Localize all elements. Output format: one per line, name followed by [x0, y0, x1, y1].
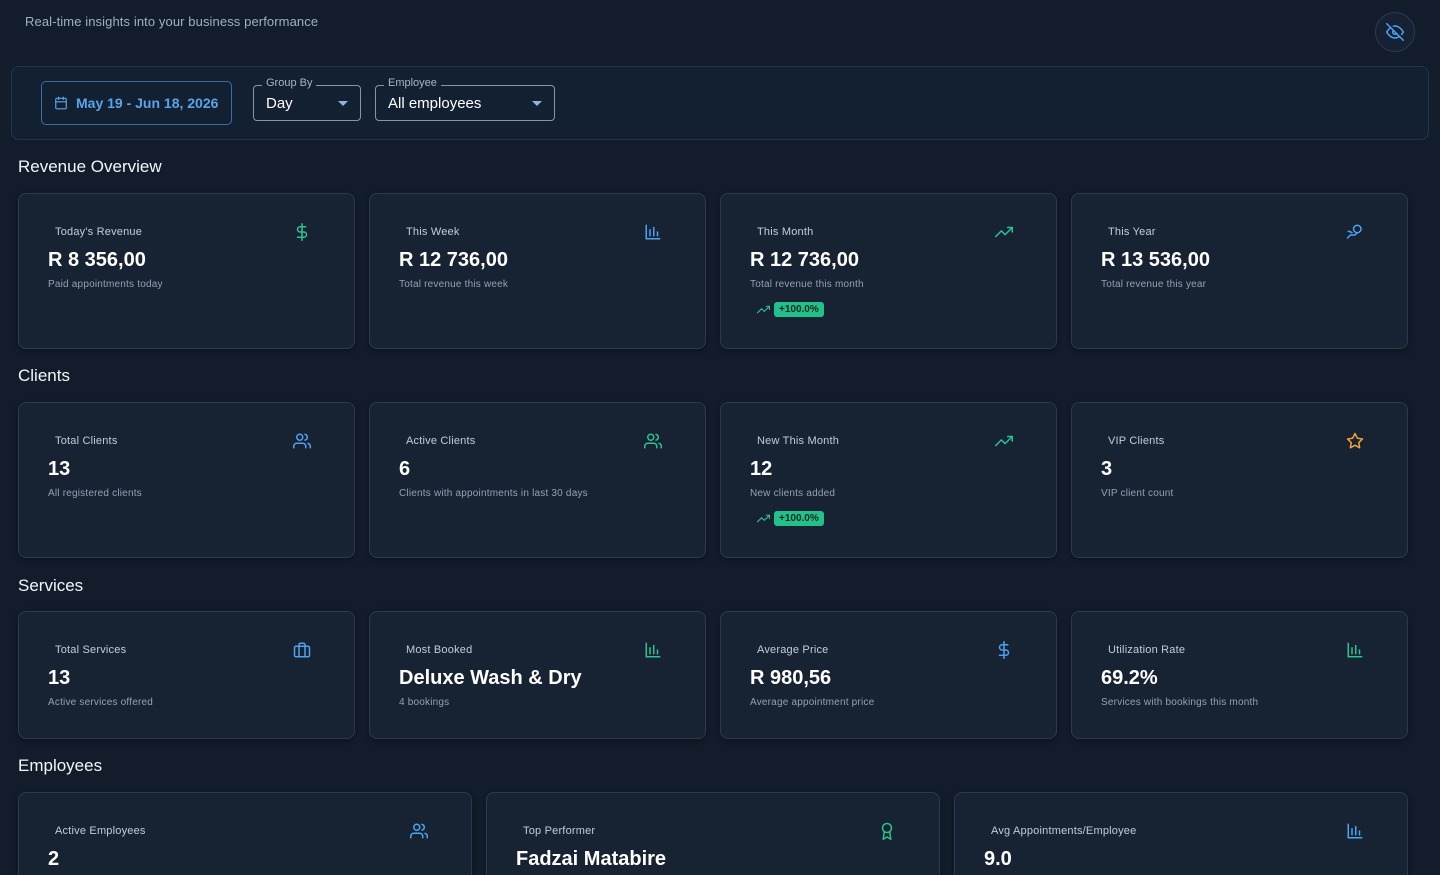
card-label: Top Performer [523, 825, 596, 837]
card-description: Active services offered [48, 697, 154, 708]
card-label: Most Booked [406, 644, 473, 656]
card-description: Total revenue this week [399, 279, 509, 290]
card-todays-revenue: Today's Revenue R 8 356,00 Paid appointm… [18, 193, 355, 349]
card-average-price: Average Price R 980,56 Average appointme… [720, 611, 1057, 739]
filter-bar: May 19 - Jun 18, 2026 Group By Day Emplo… [11, 66, 1429, 140]
card-label: This Month [757, 226, 814, 238]
card-label: Average Price [757, 644, 829, 656]
date-range-button[interactable]: May 19 - Jun 18, 2026 [41, 81, 232, 125]
card-label: VIP Clients [1108, 435, 1165, 447]
users-icon [293, 433, 311, 449]
chevron-down-icon [338, 101, 348, 106]
award-icon [881, 822, 893, 840]
section-title-revenue: Revenue Overview [18, 157, 162, 176]
toggle-visibility-button[interactable] [1375, 12, 1415, 52]
card-value: 3 [1101, 458, 1113, 480]
card-this-week: This Week R 12 736,00 Total revenue this… [369, 193, 706, 349]
card-value: R 8 356,00 [48, 249, 146, 271]
card-description: Paid appointments today [48, 279, 163, 290]
users-icon [410, 823, 428, 839]
section-title-services: Services [18, 576, 84, 595]
trending-up-icon [995, 226, 1013, 238]
card-new-this-month: New This Month 12 New clients added +100… [720, 402, 1057, 558]
trend-badge: +100.0% [774, 511, 824, 526]
card-description: All registered clients [48, 488, 142, 499]
card-utilization-rate: Utilization Rate 69.2% Services with boo… [1071, 611, 1408, 739]
card-value: 6 [399, 458, 411, 480]
card-active-employees: Active Employees 2 [18, 792, 472, 875]
card-avg-appointments: Avg Appointments/Employee 9.0 [954, 792, 1408, 875]
card-value: R 13 536,00 [1101, 249, 1210, 271]
card-label: This Year [1108, 226, 1156, 238]
dollar-icon [296, 223, 308, 241]
card-label: Active Employees [55, 825, 146, 837]
card-value: R 12 736,00 [750, 249, 859, 271]
employee-legend: Employee [384, 77, 441, 89]
card-label: Today's Revenue [55, 226, 143, 238]
trending-up-icon [757, 514, 770, 523]
card-value: R 12 736,00 [399, 249, 508, 271]
dollar-icon [998, 641, 1010, 659]
bar-chart-icon [645, 224, 661, 240]
employee-value: All employees [388, 94, 482, 112]
briefcase-icon [293, 642, 311, 658]
date-range-label: May 19 - Jun 18, 2026 [76, 95, 219, 111]
card-label: Total Clients [55, 435, 118, 447]
group-by-legend: Group By [262, 77, 317, 89]
card-label: Avg Appointments/Employee [991, 825, 1137, 837]
group-by-value: Day [266, 94, 293, 112]
card-description: VIP client count [1101, 488, 1174, 499]
card-total-clients: Total Clients 13 All registered clients [18, 402, 355, 558]
card-this-year: This Year R 13 536,00 Total revenue this… [1071, 193, 1408, 349]
card-description: Services with bookings this month [1101, 697, 1259, 708]
trend-badge: +100.0% [774, 302, 824, 317]
card-description: 4 bookings [399, 697, 450, 708]
card-description: New clients added [750, 488, 836, 499]
trending-up-icon [757, 305, 770, 314]
card-label: New This Month [757, 435, 840, 447]
card-description: Total revenue this month [750, 279, 864, 290]
eye-off-icon [1386, 23, 1404, 41]
trending-up-icon [995, 435, 1013, 447]
trend-indicator: +100.0% [757, 511, 824, 526]
card-vip-clients: VIP Clients 3 VIP client count [1071, 402, 1408, 558]
bar-chart-icon [1347, 823, 1363, 839]
users-icon [644, 433, 662, 449]
card-value: R 980,56 [750, 667, 832, 689]
card-value: 12 [750, 458, 773, 480]
card-value: Deluxe Wash & Dry [399, 667, 582, 689]
section-title-employees: Employees [18, 756, 103, 775]
card-description: Clients with appointments in last 30 day… [399, 488, 588, 499]
card-most-booked: Most Booked Deluxe Wash & Dry 4 bookings [369, 611, 706, 739]
money-hand-icon [1346, 224, 1362, 239]
employee-select[interactable]: Employee All employees [375, 77, 555, 121]
card-value: 13 [48, 458, 71, 480]
card-label: Total Services [55, 644, 127, 656]
card-value: 2 [48, 848, 60, 870]
section-title-clients: Clients [18, 366, 70, 385]
card-value: Fadzai Matabire [516, 848, 667, 870]
bar-chart-icon [1347, 642, 1363, 658]
card-active-clients: Active Clients 6 Clients with appointmen… [369, 402, 706, 558]
card-description: Total revenue this year [1101, 279, 1207, 290]
card-label: This Week [406, 226, 460, 238]
bar-chart-icon [645, 642, 661, 658]
card-total-services: Total Services 13 Active services offere… [18, 611, 355, 739]
card-description: Average appointment price [750, 697, 875, 708]
card-label: Utilization Rate [1108, 644, 1186, 656]
card-label: Active Clients [406, 435, 476, 447]
group-by-select[interactable]: Group By Day [253, 77, 361, 121]
page-subtitle: Real-time insights into your business pe… [25, 14, 319, 29]
card-this-month: This Month R 12 736,00 Total revenue thi… [720, 193, 1057, 349]
card-value: 69.2% [1101, 667, 1158, 689]
card-top-performer: Top Performer Fadzai Matabire [486, 792, 940, 875]
calendar-icon [55, 96, 67, 110]
star-icon [1346, 432, 1364, 449]
card-value: 9.0 [984, 848, 1012, 870]
card-value: 13 [48, 667, 71, 689]
chevron-down-icon [532, 101, 542, 106]
trend-indicator: +100.0% [757, 302, 824, 317]
